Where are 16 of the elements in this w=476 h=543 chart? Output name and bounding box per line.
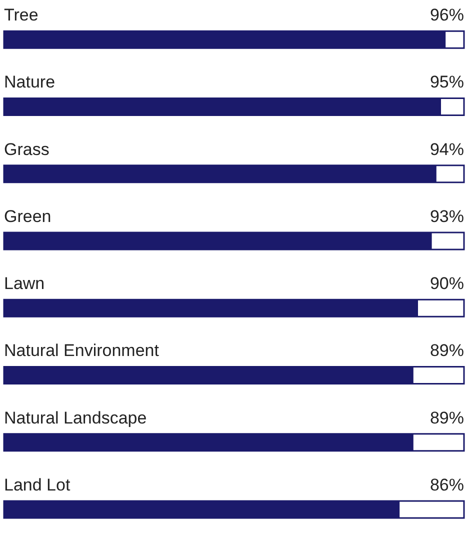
y-tick-label: Natural Environment (4, 341, 160, 360)
y-tick-label: Lawn (4, 274, 45, 294)
data-label: 89% (430, 341, 464, 360)
data-label: 86% (430, 475, 464, 494)
y-tick-label: Green (4, 206, 52, 226)
y-tick-label: Grass (4, 140, 50, 159)
data-label: 95% (430, 72, 464, 92)
data-label: 94% (430, 140, 464, 159)
y-tick-label: Tree (4, 6, 38, 25)
data-label: 96% (430, 6, 464, 25)
data-label: 93% (430, 206, 464, 226)
y-tick-label: Land Lot (4, 475, 70, 494)
y-tick-label: Nature (4, 72, 56, 92)
data-label: 89% (430, 408, 464, 428)
y-tick-label: Natural Landscape (4, 408, 147, 428)
data-label: 90% (430, 274, 464, 294)
